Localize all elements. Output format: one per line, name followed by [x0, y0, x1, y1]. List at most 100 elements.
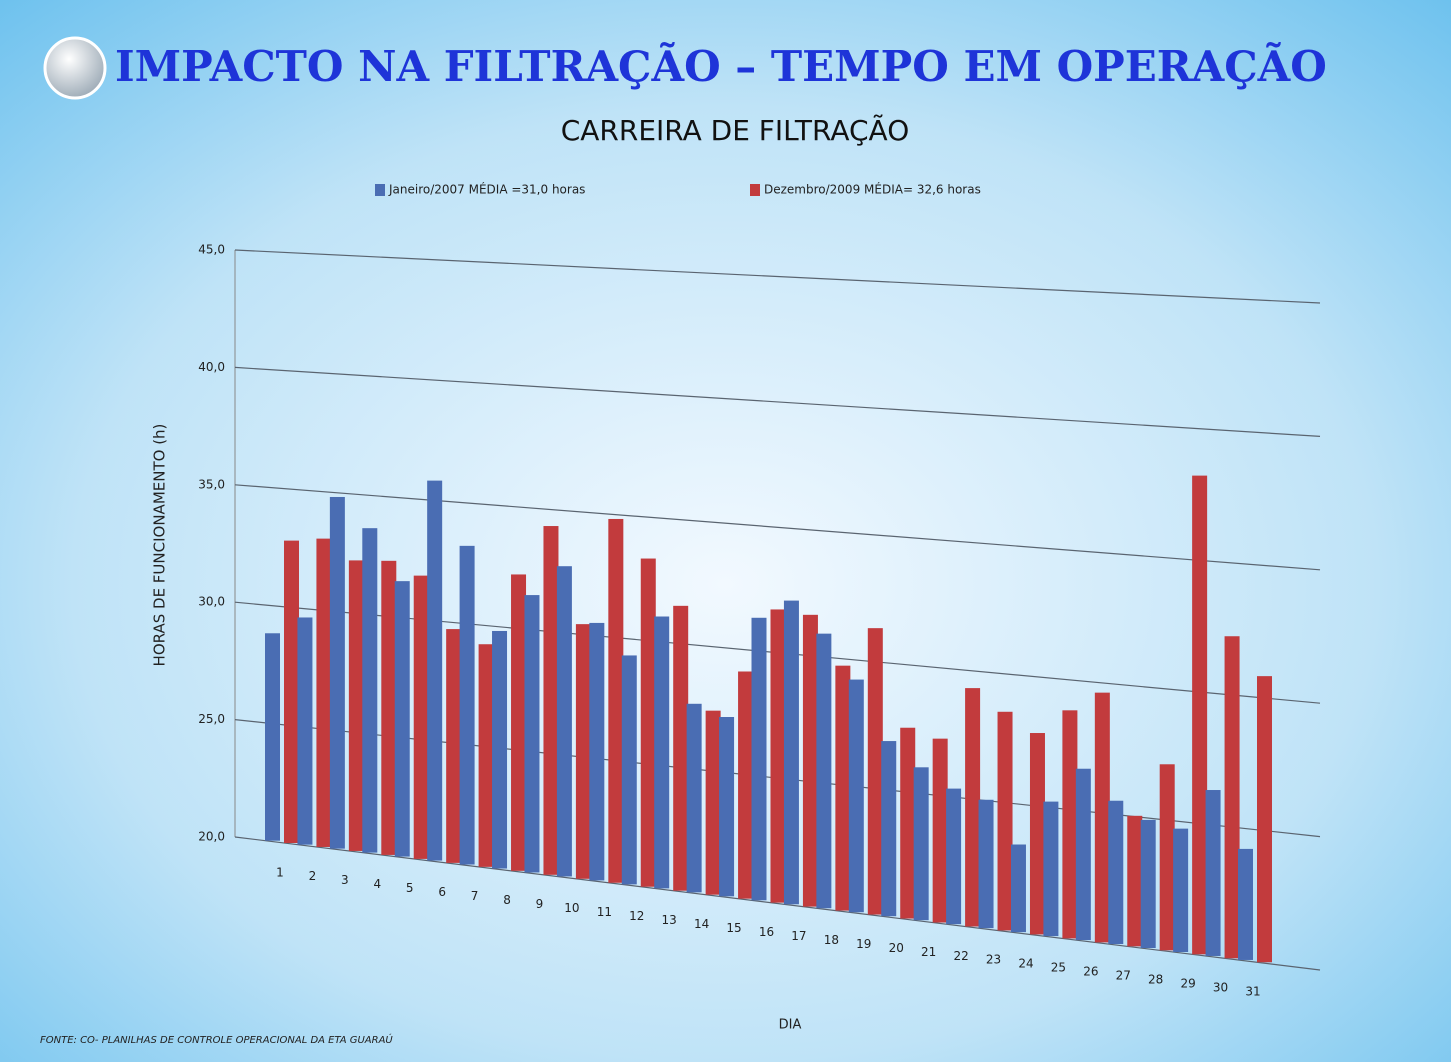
bar: [1159, 764, 1175, 951]
legend-label: Dezembro/2009 MÉDIA= 32,6 horas: [764, 182, 981, 197]
y-axis-label: HORAS DE FUNCIONAMENTO (h): [151, 424, 169, 667]
bar: [556, 566, 572, 877]
bar: [446, 629, 462, 863]
bar: [1224, 636, 1240, 959]
bar: [1075, 768, 1091, 941]
bar: [848, 679, 864, 913]
bar: [1192, 475, 1208, 955]
x-tick-label: 6: [438, 885, 446, 899]
x-tick-label: 24: [1018, 957, 1033, 971]
y-tick-label: 45,0: [198, 243, 225, 257]
bar: [770, 609, 786, 903]
x-tick-label: 2: [309, 869, 317, 883]
bar: [835, 665, 851, 911]
source-note: FONTE: CO- PLANILHAS DE CONTROLE OPERACI…: [40, 1033, 393, 1046]
y-tick-label: 30,0: [198, 595, 225, 609]
bar: [297, 617, 313, 845]
grid-line: [234, 836, 1321, 971]
bar: [1094, 692, 1110, 943]
bar: [1205, 790, 1221, 956]
bar: [1108, 800, 1124, 945]
bar: [997, 711, 1013, 931]
x-tick-label: 27: [1116, 969, 1131, 983]
bar: [381, 560, 397, 855]
y-tick-label: 40,0: [198, 360, 225, 374]
x-tick-label: 12: [629, 909, 644, 923]
grid-line: [234, 249, 1321, 304]
x-tick-label: 1: [276, 865, 284, 879]
bar: [1257, 676, 1272, 963]
x-tick-label: 3: [341, 873, 349, 887]
x-tick-label: 15: [726, 921, 741, 935]
bar: [673, 605, 689, 891]
bar: [932, 738, 948, 923]
bullet-icon: [43, 36, 107, 100]
bar: [719, 717, 735, 897]
bar: [1140, 819, 1156, 949]
bar: [608, 518, 624, 883]
x-tick-label: 28: [1148, 973, 1163, 987]
bar: [413, 575, 429, 859]
bar: [946, 788, 962, 925]
slide-title: IMPACTO NA FILTRAÇÃO – TEMPO EM OPERAÇÃO: [115, 41, 1327, 91]
bar: [316, 538, 332, 847]
x-tick-label: 11: [597, 905, 612, 919]
bar: [867, 628, 883, 915]
x-tick-label: 17: [791, 929, 806, 943]
bar: [1238, 848, 1253, 960]
x-tick-label: 21: [921, 945, 936, 959]
bar: [686, 703, 702, 893]
x-tick-label: 10: [564, 901, 579, 915]
bar: [459, 545, 475, 865]
bar: [705, 710, 721, 895]
grid-line: [234, 484, 1321, 571]
bar: [589, 622, 605, 881]
x-tick-label: 25: [1051, 961, 1066, 975]
bar: [284, 540, 299, 844]
y-tick-label: 35,0: [198, 477, 225, 491]
legend-swatch: [375, 184, 385, 196]
x-tick-label: 22: [953, 949, 968, 963]
bar: [362, 528, 378, 853]
chart-title: CARREIRA DE FILTRAÇÃO: [561, 114, 910, 147]
x-axis-label: DIA: [779, 1018, 802, 1033]
x-tick-label: 18: [824, 933, 839, 947]
bar: [492, 630, 508, 869]
x-tick-label: 31: [1245, 985, 1260, 999]
bar: [1127, 815, 1143, 947]
bar: [348, 560, 364, 851]
x-tick-label: 4: [373, 877, 381, 891]
bar: [329, 496, 345, 849]
bar: [640, 558, 656, 887]
x-tick-label: 9: [536, 897, 544, 911]
bar: [913, 767, 929, 921]
bar: [802, 614, 818, 907]
bar: [783, 600, 799, 905]
bar: [1062, 710, 1078, 939]
y-tick-label: 20,0: [198, 830, 225, 844]
x-tick-label: 30: [1213, 981, 1228, 995]
bar: [575, 624, 591, 879]
x-tick-label: 29: [1180, 977, 1195, 991]
bar: [751, 617, 767, 901]
x-tick-label: 14: [694, 917, 709, 931]
bar: [511, 574, 527, 871]
bar: [881, 741, 897, 917]
bar: [427, 480, 443, 861]
bar: [478, 644, 494, 867]
bar: [900, 727, 916, 919]
bar: [1173, 828, 1189, 952]
x-tick-label: 16: [759, 925, 774, 939]
bar: [738, 671, 754, 899]
bar: [654, 616, 670, 889]
bar: [621, 655, 637, 885]
bar: [1029, 733, 1045, 935]
bar: [265, 633, 280, 841]
legend-swatch: [750, 184, 760, 196]
x-tick-label: 8: [503, 893, 511, 907]
grid-line: [234, 366, 1321, 437]
x-tick-label: 7: [471, 889, 479, 903]
bar: [1043, 801, 1059, 937]
x-tick-label: 23: [986, 953, 1001, 967]
